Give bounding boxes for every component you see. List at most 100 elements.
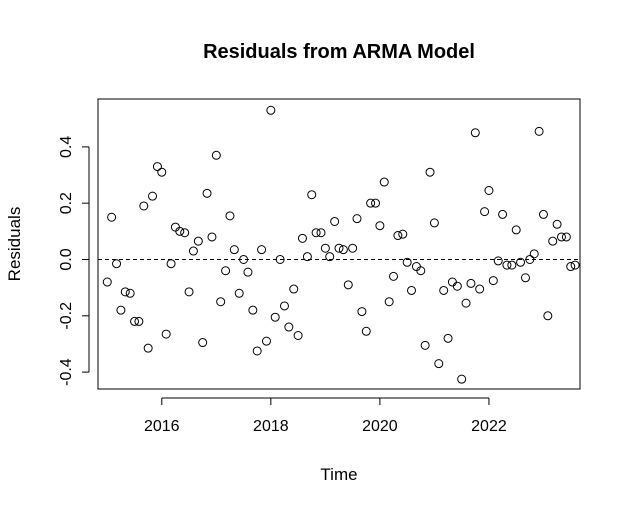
data-point <box>384 297 394 307</box>
data-point <box>452 281 462 291</box>
data-point <box>357 307 367 317</box>
data-point <box>270 312 280 322</box>
y-axis-label: Residuals <box>5 207 24 282</box>
data-point <box>552 219 562 229</box>
data-point <box>229 245 239 255</box>
data-point <box>498 209 508 219</box>
data-point <box>316 228 326 238</box>
data-point <box>379 177 389 187</box>
data-point <box>243 267 253 277</box>
data-point <box>152 162 162 172</box>
data-point <box>371 198 381 208</box>
data-points <box>102 105 580 384</box>
data-point <box>307 190 317 200</box>
y-tick-label: -0.2 <box>58 302 75 330</box>
data-point <box>175 226 185 236</box>
data-point <box>361 326 371 336</box>
data-point <box>434 359 444 369</box>
data-point <box>184 287 194 297</box>
y-tick-label: 0.0 <box>58 248 75 270</box>
data-point <box>525 254 535 264</box>
data-point <box>352 214 362 224</box>
data-point <box>170 222 180 232</box>
x-axis: 2016 2018 2020 2022 <box>144 397 507 435</box>
data-point <box>202 188 212 198</box>
data-point <box>143 343 153 353</box>
data-point <box>125 288 135 298</box>
data-point <box>120 287 130 297</box>
data-point <box>484 186 494 196</box>
data-point <box>116 305 126 315</box>
data-point <box>161 329 171 339</box>
data-point <box>488 276 498 286</box>
data-point <box>248 305 258 315</box>
data-point <box>561 232 571 242</box>
data-point <box>320 243 330 253</box>
x-axis-label: Time <box>320 465 357 484</box>
data-point <box>297 233 307 243</box>
data-point <box>398 229 408 239</box>
data-point <box>284 322 294 332</box>
data-point <box>266 105 276 115</box>
data-point <box>239 254 249 264</box>
data-point <box>475 284 485 294</box>
x-tick-label: 2016 <box>144 418 180 435</box>
data-point <box>470 128 480 138</box>
data-point <box>211 150 221 160</box>
data-point <box>275 254 285 264</box>
data-point <box>393 231 403 241</box>
data-point <box>343 280 353 290</box>
data-point <box>225 211 235 221</box>
data-point <box>198 338 208 348</box>
data-point <box>107 212 117 222</box>
data-point <box>279 301 289 311</box>
data-point <box>148 191 158 201</box>
data-point <box>311 228 321 238</box>
x-tick-label: 2022 <box>471 418 507 435</box>
data-point <box>507 260 517 270</box>
data-point <box>366 198 376 208</box>
y-tick-label: -0.4 <box>58 358 75 386</box>
data-point <box>134 316 144 326</box>
data-point <box>188 246 198 256</box>
data-point <box>180 228 190 238</box>
data-point <box>102 277 112 287</box>
data-point <box>325 252 335 262</box>
y-tick-label: 0.4 <box>58 136 75 158</box>
data-point <box>330 216 340 226</box>
y-tick-label: 0.2 <box>58 192 75 214</box>
x-tick-label: 2018 <box>253 418 289 435</box>
data-point <box>375 221 385 231</box>
data-point <box>166 259 176 269</box>
data-point <box>538 209 548 219</box>
data-point <box>566 262 576 272</box>
data-point <box>511 225 521 235</box>
data-point <box>570 260 580 270</box>
data-point <box>534 126 544 136</box>
data-point <box>112 259 122 269</box>
data-point <box>252 346 262 356</box>
data-point <box>407 285 417 295</box>
data-point <box>520 273 530 283</box>
data-point <box>443 333 453 343</box>
chart-title: Residuals from ARMA Model <box>203 41 475 63</box>
data-point <box>516 257 526 267</box>
data-point <box>289 284 299 294</box>
data-point <box>543 311 553 321</box>
data-point <box>447 277 457 287</box>
data-point <box>221 266 231 276</box>
data-point <box>416 266 426 276</box>
data-point <box>439 285 449 295</box>
data-point <box>234 288 244 298</box>
data-point <box>429 218 439 228</box>
data-point <box>207 232 217 242</box>
plot-frame <box>97 98 581 390</box>
data-point <box>261 336 271 346</box>
data-point <box>334 243 344 253</box>
data-point <box>257 245 267 255</box>
data-point <box>130 316 140 326</box>
x-tick-label: 2020 <box>362 418 398 435</box>
data-point <box>493 256 503 266</box>
